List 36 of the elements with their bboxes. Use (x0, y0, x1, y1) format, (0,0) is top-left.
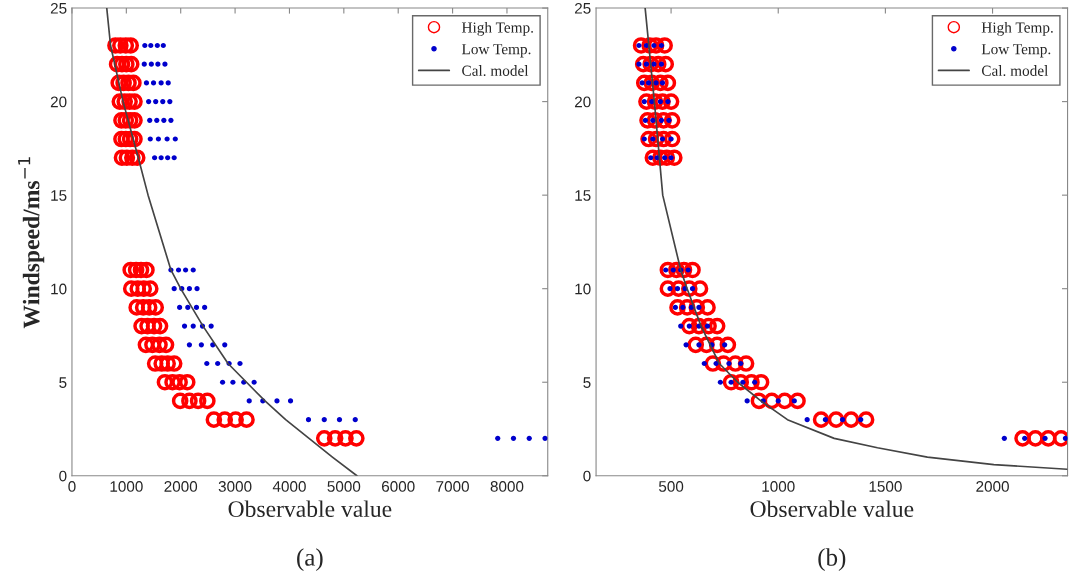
x-axis-title: Observable value (750, 500, 914, 518)
y-tick-label: 25 (50, 2, 67, 14)
y-axis-title: Windspeed/ms$^{−1}$ (18, 157, 45, 329)
x-tick-label: 8000 (490, 481, 524, 492)
y-tick-label: 15 (51, 190, 67, 201)
x-tick-label: 2000 (976, 481, 1009, 492)
x-tick-label: 5000 (327, 481, 361, 492)
x-tick-label: 3000 (218, 481, 252, 492)
y-tick-label: 10 (575, 283, 591, 295)
y-tick-label: 0 (59, 470, 67, 482)
x-tick-label: 1000 (110, 481, 143, 492)
y-tick-label: 15 (575, 190, 591, 201)
x-tick-label: 6000 (381, 481, 415, 492)
x-axis-title: Observable value (228, 500, 392, 518)
x-tick-label: 1000 (762, 481, 795, 492)
y-tick-label: 0 (583, 470, 591, 482)
legend-label: High Temp. (461, 21, 533, 36)
x-tick-label: 1500 (869, 481, 902, 492)
y-tick-label: 25 (574, 2, 591, 14)
x-tick-label: 0 (68, 481, 76, 492)
y-tick-label: 10 (51, 283, 67, 295)
y-tick-label: 5 (583, 377, 591, 388)
legend-label: Cal. model (462, 65, 529, 76)
legend-label: Low Temp. (981, 44, 1051, 58)
y-tick-label: 20 (50, 96, 67, 108)
text: (b) (818, 548, 846, 571)
x-tick-label: 4000 (272, 481, 306, 492)
x-tick-label: 2000 (164, 481, 198, 492)
x-tick-label: 7000 (436, 481, 469, 492)
legend-label: Cal. model (981, 65, 1049, 76)
y-tick-label: 20 (574, 96, 591, 108)
y-tick-label: 5 (59, 377, 67, 388)
legend-label: Low Temp. (461, 44, 531, 58)
legend-label: High Temp. (981, 21, 1053, 36)
x-tick-label: 500 (658, 481, 684, 492)
text: (a) (297, 548, 323, 571)
